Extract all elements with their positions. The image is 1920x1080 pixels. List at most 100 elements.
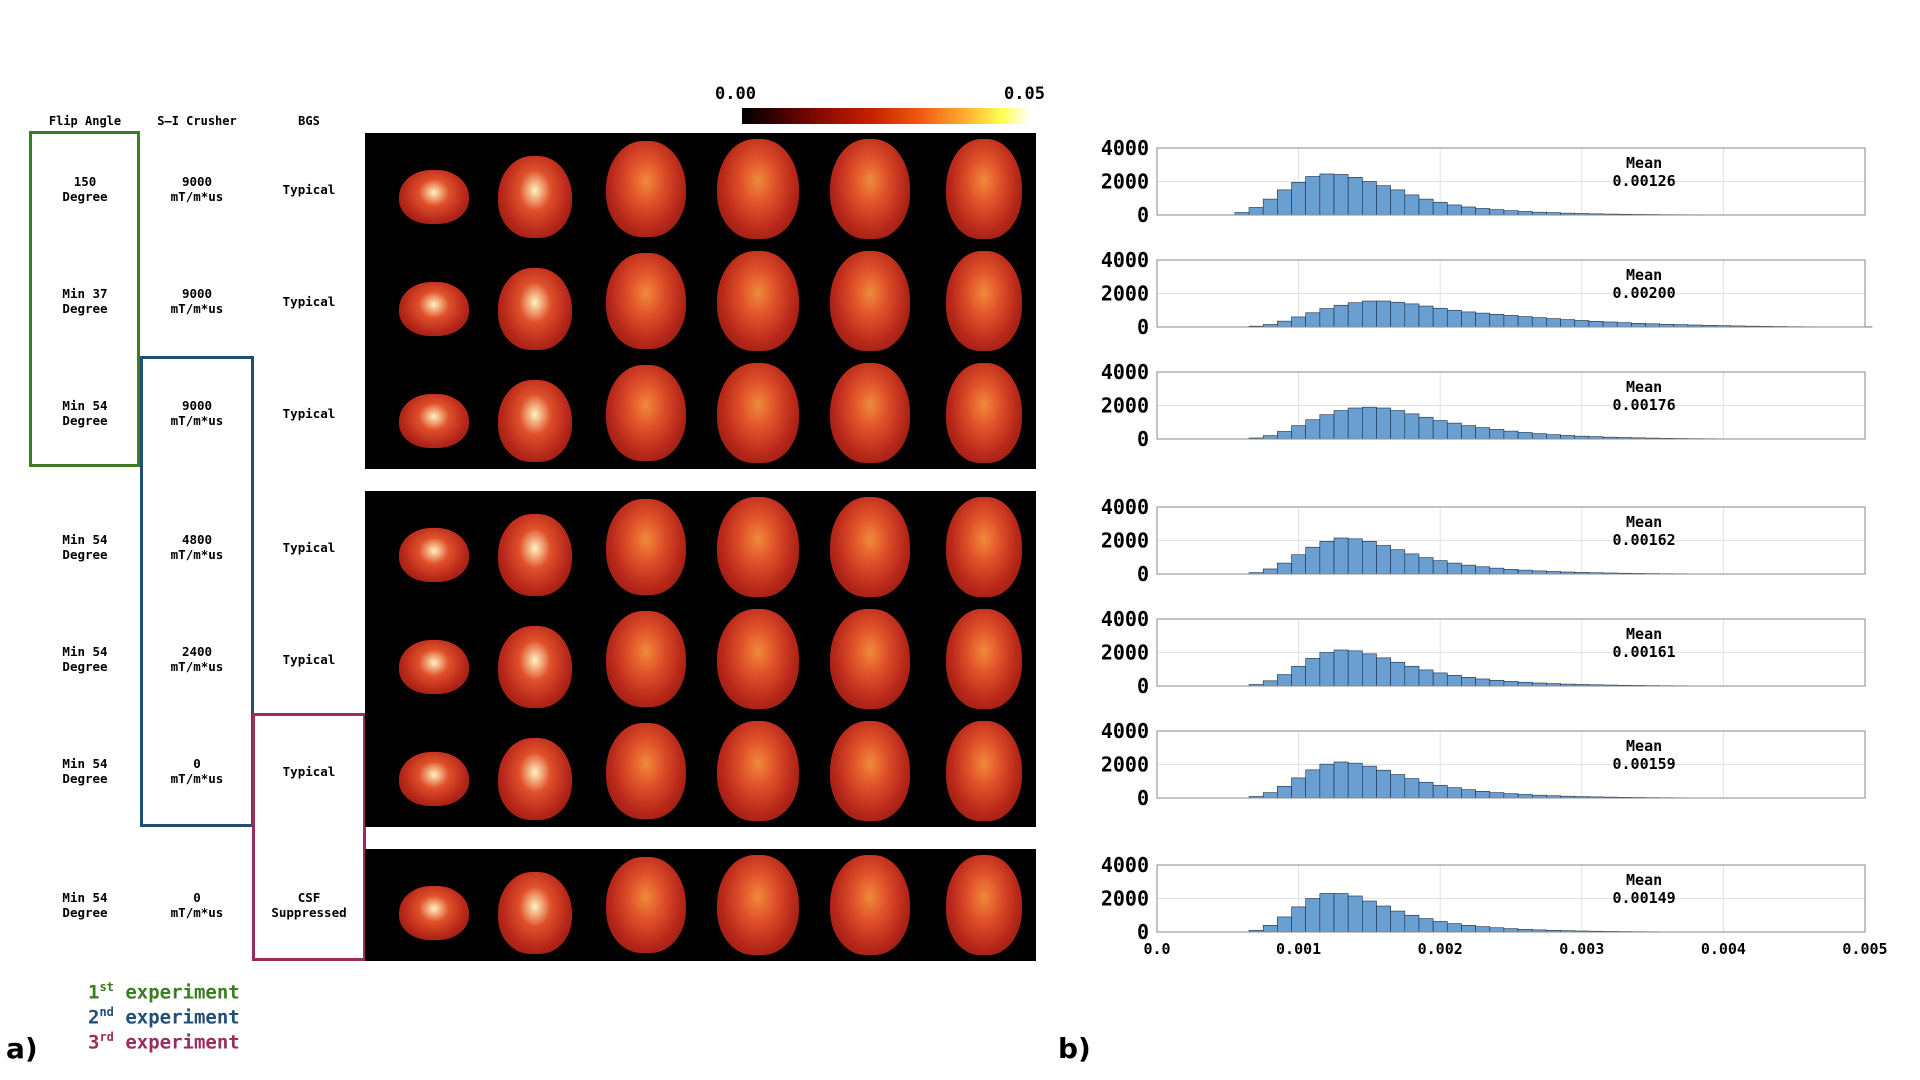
- histogram-bar: [1517, 432, 1533, 440]
- histogram-bar: [1390, 661, 1406, 687]
- histogram-bar: [1432, 560, 1448, 575]
- histogram-bar: [1262, 924, 1278, 933]
- histogram-bar: [1461, 425, 1476, 440]
- histogram-bar: [1475, 926, 1491, 933]
- histogram-bar: [1305, 898, 1321, 933]
- row-7-flip-cell: Min 54 Degree: [30, 885, 140, 925]
- brain-slice: [498, 872, 572, 954]
- histogram-bar: [1262, 435, 1278, 440]
- histogram-bar: [1362, 765, 1377, 799]
- histogram-bar: [1404, 665, 1420, 687]
- histogram-bar: [1489, 313, 1505, 328]
- row-1-crusher-line-2: mT/m*us: [170, 189, 224, 204]
- histogram-bar: [1475, 566, 1491, 575]
- plot-frame: [1156, 506, 1866, 575]
- brain-slice: [830, 609, 910, 709]
- histogram-bar: [1347, 177, 1363, 216]
- histogram-bar: [1446, 422, 1462, 440]
- histogram-bar: [1277, 320, 1292, 328]
- histogram-bar: [1291, 182, 1306, 216]
- row-4-bgs-line-1: Typical: [282, 539, 336, 555]
- plot-frame: [1156, 618, 1866, 687]
- row-2-crusher-line-1: 9000: [181, 286, 213, 301]
- histogram-bar: [1319, 893, 1335, 933]
- y-tick-label: 4000: [1101, 360, 1149, 384]
- histogram-bar: [1418, 416, 1434, 440]
- histogram-bar: [1461, 924, 1476, 933]
- histogram-bar: [1390, 774, 1406, 799]
- row-2-crusher-cell: 9000 mT/m*us: [142, 281, 252, 321]
- histogram-bar: [1347, 895, 1363, 933]
- histogram-bar: [1560, 435, 1576, 440]
- histogram-bar: [1475, 790, 1491, 799]
- brain-slice: [946, 721, 1022, 821]
- histogram-bar: [1446, 923, 1462, 933]
- colorbar: [742, 108, 1030, 124]
- histogram-bar: [1376, 657, 1391, 687]
- plot-frame: [1156, 864, 1866, 933]
- histogram-bar: [1489, 429, 1505, 440]
- histogram-bar: [1446, 674, 1462, 687]
- histogram-bar: [1319, 541, 1335, 575]
- histogram-bar: [1319, 173, 1335, 216]
- y-tick-label: 2000: [1101, 170, 1149, 194]
- y-tick-label: 2000: [1101, 394, 1149, 418]
- histogram-bar: [1376, 407, 1391, 440]
- row-6-crusher-cell: 0 mT/m*us: [142, 751, 252, 791]
- row-7-crusher-cell: 0 mT/m*us: [142, 885, 252, 925]
- y-tick-label: 0: [1137, 203, 1149, 227]
- mean-label: Mean: [1626, 737, 1662, 755]
- row-6-flip-line-2: Degree: [62, 771, 108, 786]
- row-7-bgs-line-1: CSF: [297, 890, 321, 905]
- histogram-bar: [1531, 317, 1547, 328]
- brain-slice: [606, 365, 686, 461]
- brain-slice: [399, 282, 469, 336]
- histogram-bar: [1461, 564, 1476, 575]
- row-2-bgs-cell: Typical: [254, 281, 364, 321]
- brain-slice: [606, 723, 686, 819]
- histogram-bar: [1560, 319, 1576, 328]
- histogram-bar: [1362, 181, 1377, 216]
- histogram-bar: [1404, 194, 1420, 216]
- row-1-crusher-line-1: 9000: [181, 174, 213, 189]
- bgs-header: BGS: [298, 114, 320, 128]
- histogram-bar: [1503, 928, 1519, 933]
- histogram-bar: [1305, 658, 1321, 687]
- y-tick-label: 4000: [1101, 136, 1149, 160]
- histogram-bar: [1376, 545, 1391, 575]
- x-tick-label: 0.004: [1701, 940, 1746, 958]
- histogram-bar: [1333, 304, 1349, 328]
- histogram-bar: [1390, 549, 1406, 575]
- histogram-bar: [1432, 784, 1448, 799]
- histogram-bar: [1503, 210, 1519, 216]
- brain-slice: [830, 855, 910, 955]
- row-3-crusher-cell: 9000 mT/m*us: [142, 393, 252, 433]
- y-tick-label: 4000: [1101, 248, 1149, 272]
- mean-value: 0.00159: [1612, 755, 1675, 773]
- row-7-flip-line-1: Min 54: [62, 890, 108, 905]
- row-4-bgs-cell: Typical: [254, 527, 364, 567]
- legend-3-sup: rd: [99, 1030, 114, 1044]
- legend-2-num: 2: [88, 1006, 100, 1029]
- brain-slice: [498, 738, 572, 820]
- brain-slice: [498, 380, 572, 462]
- histogram-bar: [1333, 761, 1349, 799]
- row-5-flip-line-1: Min 54: [62, 644, 108, 659]
- plot-frame: [1156, 371, 1866, 440]
- histogram-bar: [1432, 672, 1448, 687]
- legend-experiment-1: 1st experiment: [88, 980, 240, 1003]
- row-1-bgs-cell: Typical: [254, 169, 364, 209]
- histogram-bar: [1390, 189, 1406, 216]
- histogram-bar: [1446, 309, 1462, 328]
- brain-slice: [830, 363, 910, 463]
- x-tick-label: 0.002: [1418, 940, 1463, 958]
- histogram-bar: [1517, 681, 1533, 687]
- row-3-flip-line-1: Min 54: [62, 398, 108, 413]
- plot-frame: [1156, 259, 1866, 328]
- histogram-bar: [1362, 300, 1377, 328]
- plot-frame: [1156, 147, 1866, 216]
- y-tick-label: 0: [1137, 920, 1149, 944]
